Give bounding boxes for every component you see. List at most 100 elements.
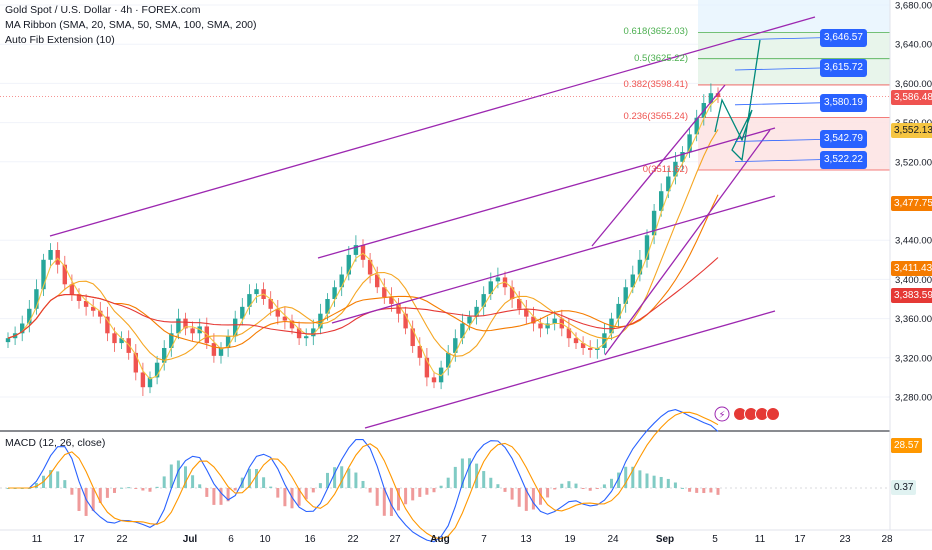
price-target-label[interactable]: 3,580.19	[820, 93, 867, 112]
price-axis-tag: 3,383.59	[891, 288, 932, 304]
macd-line	[8, 411, 719, 540]
time-tick-label: 22	[116, 534, 128, 545]
macd-histogram-bar	[176, 460, 180, 488]
channel-line	[364, 310, 776, 429]
channel-line	[331, 195, 776, 324]
candle-body	[91, 306, 96, 311]
time-tick-label: 16	[304, 534, 316, 545]
candle-body	[588, 348, 593, 350]
price-target-label[interactable]: 3,542.79	[820, 130, 867, 149]
candle-body	[176, 318, 181, 334]
macd-histogram-bar	[681, 487, 684, 489]
candle-body	[169, 333, 174, 348]
price-axis-tag: 3,586.48	[891, 89, 932, 105]
macd-legend[interactable]: MACD (12, 26, close)	[5, 437, 106, 449]
candle-body	[360, 245, 366, 260]
macd-histogram-bar	[659, 476, 663, 488]
time-tick-label: 23	[839, 534, 851, 545]
candle-body	[396, 303, 401, 314]
fib-level-label: 0.618(3652.03)	[623, 26, 688, 38]
lightning-icon[interactable]	[714, 406, 730, 422]
macd-histogram-bar	[503, 488, 507, 492]
lightning-glyph: ⚡	[718, 410, 725, 421]
price-tick-label: 3,440.00	[895, 236, 932, 247]
event-icons[interactable]: ⚡	[714, 406, 780, 422]
macd-histogram-bar	[297, 488, 301, 506]
channel-line	[604, 129, 771, 356]
price-target-label[interactable]: 3,522.22	[820, 150, 867, 169]
candle-body	[687, 134, 692, 152]
candle-body	[332, 287, 337, 299]
candle-body	[431, 377, 437, 383]
macd-histogram-bar	[361, 480, 365, 488]
candle-body	[410, 328, 415, 347]
macd-histogram-bar	[226, 488, 230, 502]
macd-histogram-bar	[624, 466, 628, 488]
candle-body	[673, 161, 678, 177]
candle-body	[76, 294, 82, 301]
price-target-label[interactable]: 3,615.72	[820, 58, 867, 77]
candle-body	[353, 245, 359, 255]
candle-body	[346, 254, 351, 275]
macd-histogram-bar	[255, 468, 258, 488]
time-tick-label: 17	[73, 534, 85, 545]
candle-body	[325, 299, 330, 314]
ma-ribbon-legend[interactable]: MA Ribbon (SMA, 20, SMA, 50, SMA, 100, S…	[5, 19, 257, 31]
candle-body	[375, 274, 380, 288]
candle-body	[282, 316, 288, 321]
macd-histogram-bar	[98, 488, 102, 503]
target-connector	[734, 37, 821, 41]
price-axis-tag: 3,552.13	[891, 123, 932, 139]
projection-path	[714, 37, 821, 163]
macd-histogram-bar	[638, 470, 642, 488]
macd-histogram-bar	[453, 466, 457, 488]
macd-histogram-bar	[340, 466, 344, 488]
time-axis: 11 17 22 Jul 6 10 16 22 27 Aug 7 13 19 24 Sep 5 11 17 23 28	[32, 534, 893, 545]
candle-body	[211, 343, 217, 356]
candle-body	[460, 323, 465, 339]
auto-fib-legend[interactable]: Auto Fib Extension (10)	[5, 34, 115, 46]
candle-body	[616, 303, 621, 319]
symbol-title[interactable]: Gold Spot / U.S. Dollar · 4h · FOREX.com	[5, 4, 201, 16]
candle-body	[27, 308, 32, 324]
candle-body	[154, 362, 160, 378]
time-tick-label: 5	[712, 534, 718, 545]
candle-body	[240, 306, 245, 319]
candle-body	[311, 328, 316, 337]
candle-body	[417, 346, 422, 358]
macd-histogram-bar	[673, 482, 677, 488]
candle-body	[545, 323, 550, 329]
time-tick-label: 17	[794, 534, 806, 545]
macd-histogram-bar	[517, 488, 521, 507]
macd-histogram-bar	[184, 466, 187, 488]
macd-histogram-bar	[425, 488, 429, 495]
candle-body	[446, 352, 451, 368]
price-axis-tag: 3,477.75	[891, 196, 932, 212]
candle-body	[183, 318, 188, 329]
macd-histogram-bar	[155, 486, 159, 488]
macd-histogram-bar	[162, 476, 166, 488]
macd-histogram-bar	[141, 488, 145, 491]
candle-body	[140, 372, 146, 388]
macd-histogram-bar	[588, 488, 592, 491]
candle-body	[694, 117, 699, 135]
macd-histogram-bar	[574, 483, 578, 488]
target-connector	[734, 67, 821, 71]
moving-average-line	[7, 97, 719, 380]
macd-histogram-bar	[560, 483, 564, 488]
price-tick-label: 3,600.00	[895, 79, 932, 90]
macd-histogram-bar	[595, 488, 599, 490]
candle-body	[55, 250, 60, 265]
macd-histogram-bar	[666, 478, 670, 488]
candle-body	[247, 294, 252, 307]
candle-body	[289, 320, 295, 329]
candle-body	[119, 338, 124, 344]
candle-body	[105, 316, 110, 334]
price-target-label[interactable]: 3,646.57	[820, 28, 867, 47]
candle-body	[573, 338, 579, 344]
moving-averages	[7, 97, 719, 380]
macd-histogram-bar	[191, 475, 195, 488]
candle-body	[403, 313, 408, 329]
us-flag-icon[interactable]	[766, 407, 780, 421]
candle-body	[69, 284, 75, 295]
